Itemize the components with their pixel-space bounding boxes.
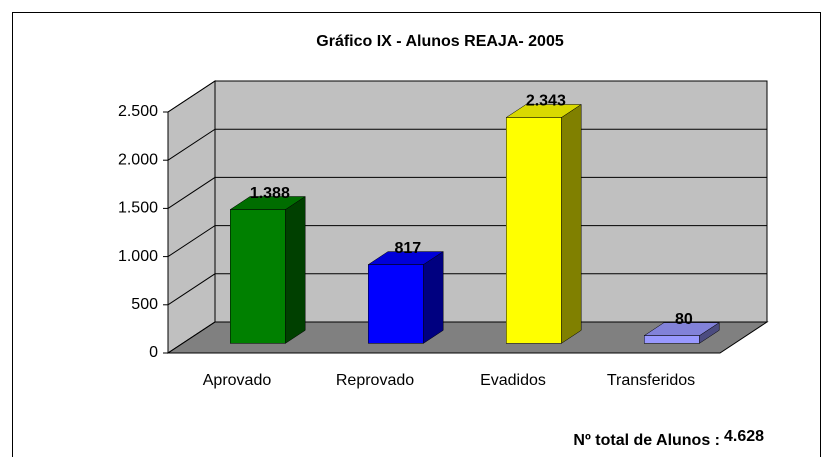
x-tick-label: Reprovado: [336, 372, 414, 389]
y-tick-label: 1.000: [118, 248, 158, 265]
grid-line: [167, 80, 767, 113]
side-wall: [167, 80, 216, 354]
bar: [368, 264, 424, 344]
bar: [644, 335, 700, 344]
footnote-total: 4.628: [724, 428, 764, 445]
x-tick-label: Transferidos: [607, 372, 695, 389]
bar-side: [423, 251, 444, 344]
bar: [230, 209, 286, 344]
y-tick-label: 2.500: [118, 103, 158, 120]
y-tick-label: 0: [149, 344, 158, 361]
value-label: 80: [675, 311, 693, 328]
grid-line: [167, 225, 767, 258]
y-tick-label: 2.000: [118, 151, 158, 168]
bar-side: [561, 104, 582, 344]
grid-line: [167, 128, 767, 161]
value-label: 1.388: [250, 185, 290, 202]
bar: [506, 117, 562, 344]
x-tick-label: Aprovado: [203, 372, 272, 389]
grid-line: [167, 176, 767, 209]
footnote-label: Nº total de Alunos :: [573, 432, 720, 449]
grid-line: [167, 321, 767, 354]
value-label: 2.343: [526, 93, 566, 110]
x-tick-label: Evadidos: [480, 372, 546, 389]
bar-side: [285, 196, 306, 344]
y-tick-label: 1.500: [118, 200, 158, 217]
chart-title: Gráfico IX - Alunos REAJA- 2005: [316, 33, 564, 50]
y-tick-label: 500: [131, 296, 158, 313]
grid-line: [167, 273, 767, 306]
value-label: 817: [394, 240, 421, 257]
